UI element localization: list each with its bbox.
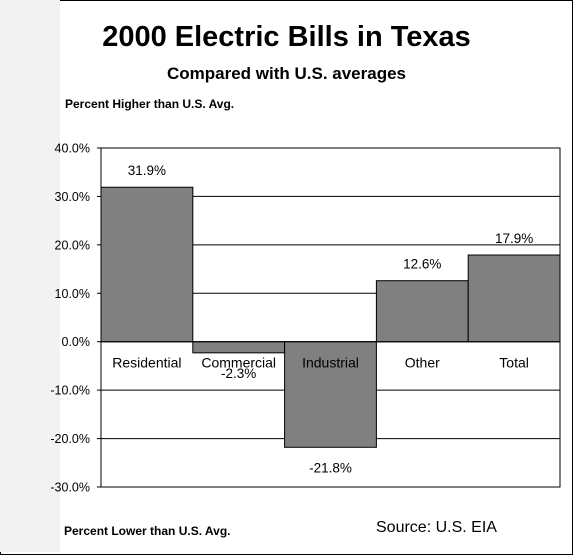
y-tick-label: 40.0% (55, 142, 90, 156)
data-label: -2.3% (221, 366, 256, 381)
data-label: 17.9% (495, 231, 533, 246)
y-tick-label: 10.0% (55, 287, 90, 301)
category-label: Residential (112, 355, 181, 371)
category-label: Other (405, 355, 440, 371)
y-tick-label: -30.0% (50, 481, 90, 495)
chart-title: 2000 Electric Bills in Texas (102, 21, 471, 53)
source-note: Source: U.S. EIA (376, 519, 497, 536)
upper-axis-note: Percent Higher than U.S. Avg. (65, 97, 235, 111)
data-label: 31.9% (128, 163, 166, 178)
bar (192, 341, 286, 354)
bar (467, 254, 561, 343)
y-tick-label: -20.0% (50, 432, 90, 446)
bar (100, 186, 194, 343)
chart-subtitle: Compared with U.S. averages (166, 64, 407, 83)
y-tick-label: 20.0% (55, 238, 90, 252)
lower-axis-note: Percent Lower than U.S. Avg. (64, 524, 231, 538)
category-label: Commercial (201, 355, 276, 371)
category-label: Total (499, 355, 529, 371)
data-label: -21.8% (309, 460, 352, 475)
y-tick-label: 0.0% (62, 335, 91, 349)
category-label: Industrial (302, 355, 359, 371)
left-shaded-margin (0, 0, 60, 552)
y-tick-label: -10.0% (50, 384, 90, 398)
data-label: 12.6% (403, 257, 441, 272)
bar (375, 280, 469, 343)
y-tick-label: 30.0% (55, 190, 90, 204)
